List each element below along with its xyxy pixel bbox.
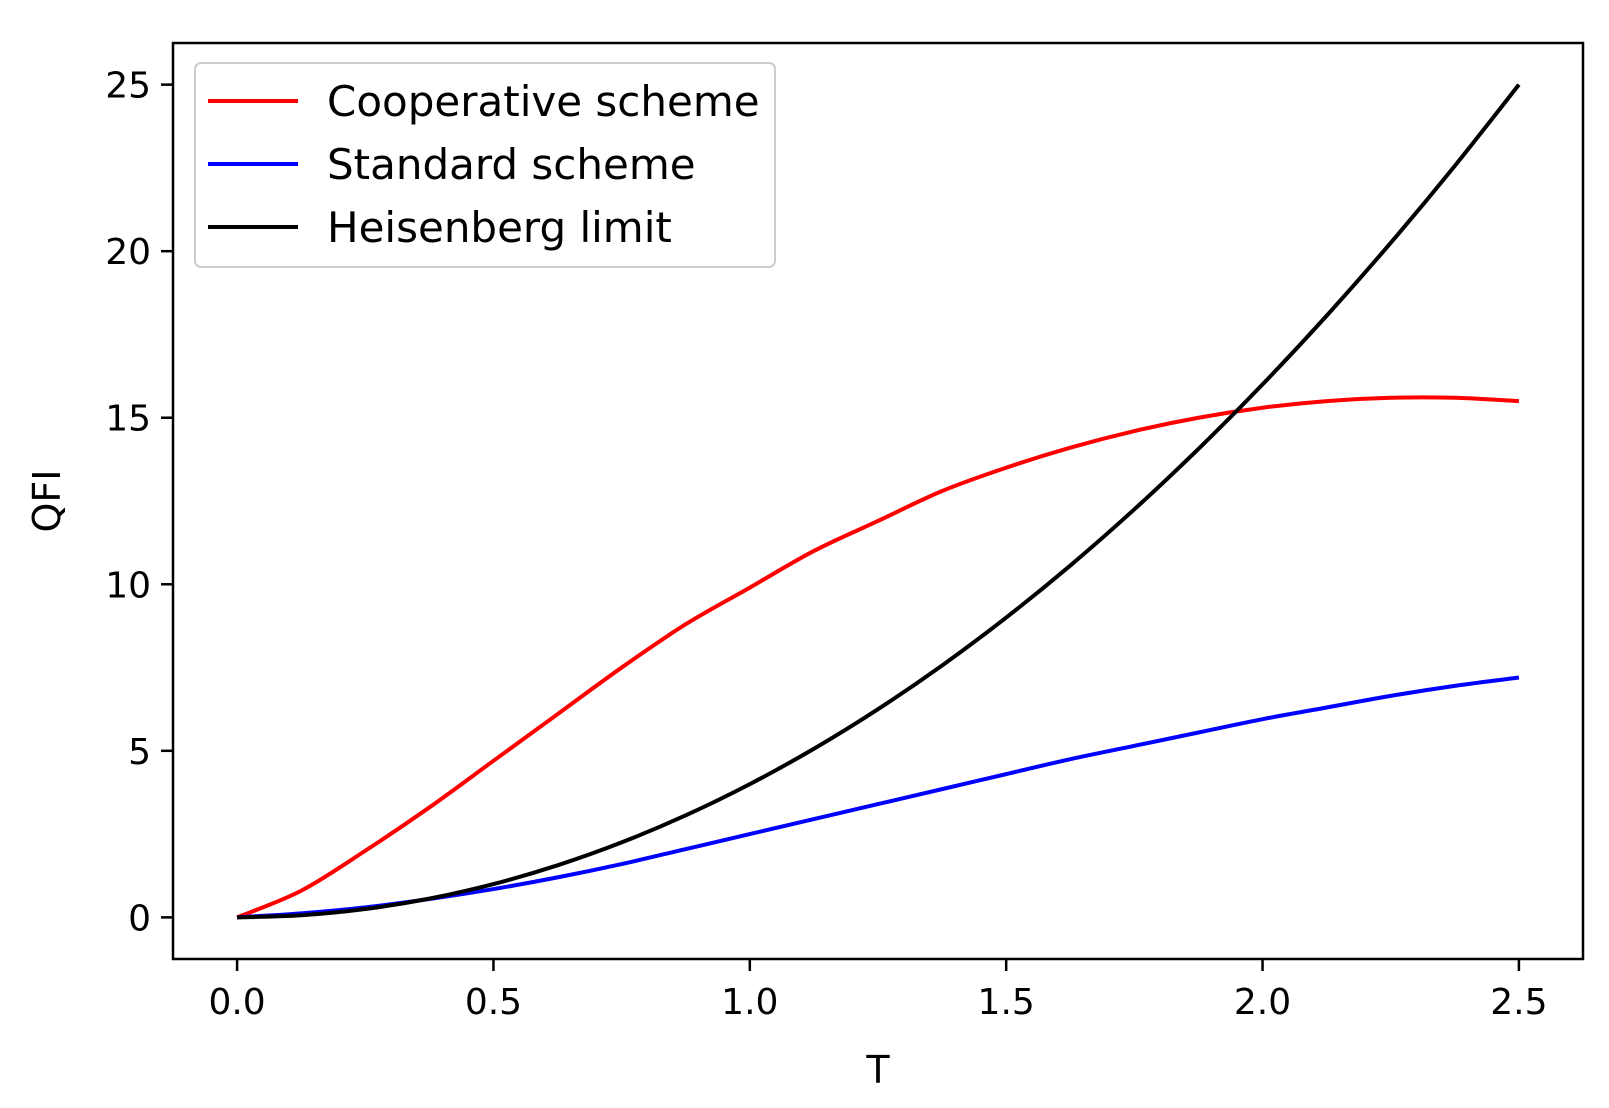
x-axis-label: T: [865, 1048, 890, 1092]
series-line-heisenberg-limit: [237, 83, 1521, 920]
series-layer: [236, 83, 1521, 920]
x-tick-label: 0.0: [208, 982, 265, 1023]
legend: Cooperative scheme Standard scheme Heisenb…: [194, 62, 776, 268]
legend-label-heisenberg-limit: Heisenberg limit: [327, 203, 672, 252]
y-tick-label: 10: [105, 565, 151, 606]
y-axis-label: QFI: [25, 470, 69, 533]
y-tick-label: 25: [105, 66, 151, 107]
y-tick-label: 20: [105, 232, 151, 273]
x-tick-label: 1.5: [978, 982, 1035, 1023]
x-tick-label: 2.5: [1490, 982, 1547, 1023]
x-tick-label: 2.0: [1234, 982, 1291, 1023]
legend-label-standard-scheme: Standard scheme: [327, 140, 696, 189]
series-line-cooperative-scheme: [236, 395, 1520, 920]
x-axis-ticks: 0.0 0.5 1.0 1.5 2.0 2.5: [208, 959, 1548, 1023]
y-tick-label: 0: [128, 898, 151, 939]
y-tick-label: 5: [128, 732, 151, 773]
legend-label-cooperative-scheme: Cooperative scheme: [327, 77, 760, 126]
plot-frame: [171, 41, 1585, 961]
y-axis-ticks: 0 5 10 15 20 25: [105, 66, 173, 939]
x-tick-label: 0.5: [465, 982, 522, 1023]
legend-box: [194, 62, 776, 268]
x-tick-label: 1.0: [721, 982, 778, 1023]
y-tick-label: 15: [105, 399, 151, 440]
